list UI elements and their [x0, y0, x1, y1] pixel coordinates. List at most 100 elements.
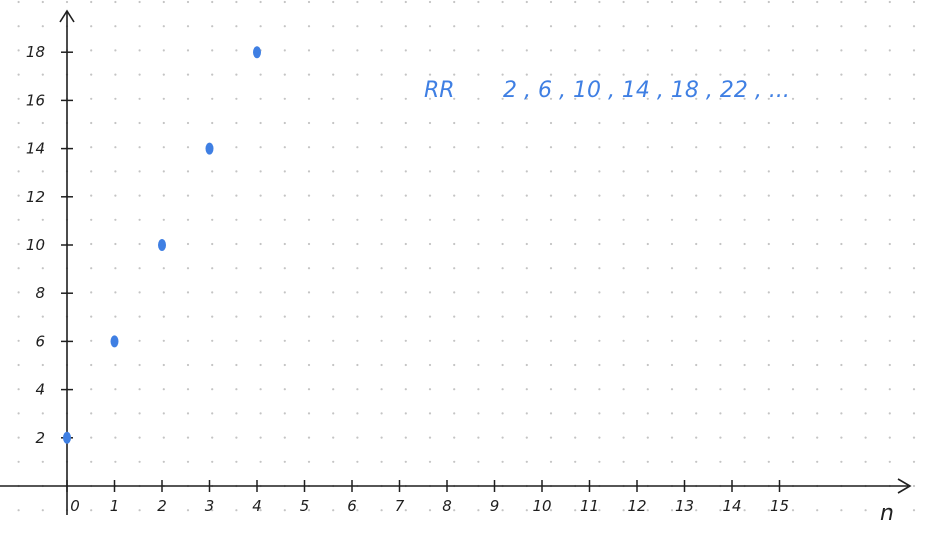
- grid-dot: [307, 412, 311, 415]
- grid-dot: [816, 97, 819, 100]
- grid-dot: [453, 315, 456, 318]
- grid-dot: [791, 121, 795, 125]
- grid-dot: [574, 194, 577, 197]
- grid-dot: [791, 242, 795, 246]
- grid-dot: [332, 0, 335, 4]
- grid-dot: [477, 146, 480, 149]
- grid-dot: [211, 0, 214, 4]
- grid-dot: [259, 0, 262, 4]
- grid-dot: [525, 25, 528, 28]
- grid-dot: [356, 97, 359, 100]
- grid-dot: [211, 363, 214, 367]
- grid-dot: [17, 0, 20, 4]
- grid-dot: [235, 121, 238, 125]
- grid-dot: [912, 97, 916, 100]
- grid-dot: [719, 363, 722, 367]
- grid-dot: [41, 146, 44, 149]
- grid-dot: [17, 388, 20, 391]
- grid-dot: [549, 363, 553, 367]
- grid-dot: [888, 509, 891, 512]
- grid-dot: [283, 194, 286, 197]
- grid-dot: [428, 436, 432, 439]
- grid-dot: [501, 436, 504, 439]
- grid-dot: [404, 0, 407, 4]
- grid-dot: [888, 49, 891, 52]
- grid-dot: [235, 363, 238, 367]
- grid-dot: [912, 218, 916, 221]
- grid-dot: [912, 412, 916, 415]
- grid-dot: [211, 339, 214, 342]
- grid-dot: [622, 194, 625, 197]
- grid-dot: [622, 170, 625, 173]
- grid-dot: [138, 121, 141, 125]
- grid-dot: [598, 339, 601, 342]
- grid-dot: [695, 194, 698, 197]
- grid-dot: [307, 460, 311, 463]
- grid-dot: [211, 460, 214, 463]
- grid-dot: [162, 49, 165, 52]
- grid-dot: [114, 363, 117, 367]
- grid-dot: [259, 146, 262, 149]
- grid-dot: [670, 73, 674, 76]
- grid-dot: [791, 412, 795, 415]
- grid-dot: [816, 460, 819, 463]
- grid-dot: [90, 412, 93, 415]
- grid-dot: [41, 97, 44, 100]
- grid-dot: [404, 267, 407, 270]
- grid-dot: [138, 363, 141, 367]
- grid-dot: [404, 218, 407, 221]
- grid-dot: [90, 97, 93, 100]
- grid-dot: [186, 218, 190, 221]
- grid-dot: [138, 73, 141, 76]
- grid-dot: [453, 194, 456, 197]
- grid-dot: [453, 218, 456, 221]
- grid-dot: [912, 363, 916, 367]
- grid-dot: [17, 436, 20, 439]
- grid-dot: [525, 460, 528, 463]
- grid-dot: [186, 388, 190, 391]
- grid-dot: [477, 218, 480, 221]
- grid-dot: [912, 121, 916, 125]
- grid-dot: [622, 339, 625, 342]
- grid-dot: [816, 0, 819, 4]
- grid-dot: [864, 194, 867, 197]
- data-point: [158, 239, 166, 251]
- grid-dot: [90, 73, 93, 76]
- grid-dot: [501, 509, 504, 512]
- grid-dot: [380, 509, 383, 512]
- grid-dot: [719, 97, 722, 100]
- grid-dot: [404, 73, 407, 76]
- grid-dot: [332, 121, 335, 125]
- x-tick-label: 6: [347, 497, 357, 515]
- grid-dot: [332, 97, 335, 100]
- grid-dot: [598, 73, 601, 76]
- grid-dot: [41, 388, 44, 391]
- grid-dot: [912, 315, 916, 318]
- grid-dot: [598, 121, 601, 125]
- grid-dot: [743, 267, 746, 270]
- grid-dot: [888, 242, 891, 246]
- grid-dot: [695, 412, 698, 415]
- grid-dot: [767, 460, 770, 463]
- grid-dot: [90, 218, 93, 221]
- grid-dot: [428, 267, 432, 270]
- grid-dot: [235, 73, 238, 76]
- grid-dot: [719, 242, 722, 246]
- grid-dot: [695, 25, 698, 28]
- y-tick-label: 14: [26, 140, 45, 158]
- grid-dot: [743, 146, 746, 149]
- grid-dot: [549, 73, 553, 76]
- grid-dot: [428, 25, 432, 28]
- grid-dot: [574, 49, 577, 52]
- grid-dot: [211, 97, 214, 100]
- grid-dot: [453, 73, 456, 76]
- grid-dot: [428, 509, 432, 512]
- grid-dot: [791, 363, 795, 367]
- grid-dot: [743, 339, 746, 342]
- grid-dot: [864, 267, 867, 270]
- grid-dot: [816, 170, 819, 173]
- grid-dot: [283, 509, 286, 512]
- grid-dot: [283, 339, 286, 342]
- dot-grid: [17, 0, 916, 512]
- grid-dot: [380, 412, 383, 415]
